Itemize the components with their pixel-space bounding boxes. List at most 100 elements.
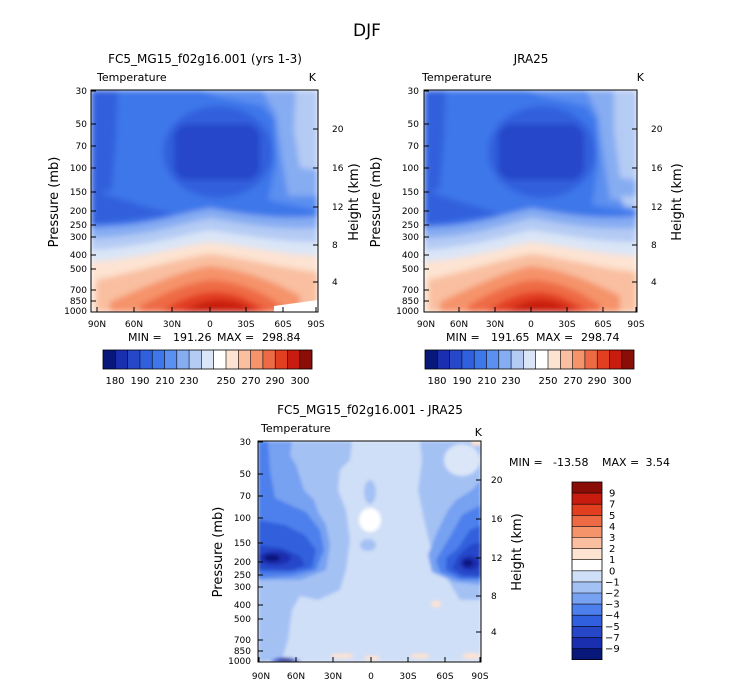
colorbar-swatch bbox=[572, 648, 602, 660]
max-label: MAX = bbox=[536, 331, 573, 344]
colorbar-label: 270 bbox=[241, 376, 260, 387]
colorbar-swatch bbox=[572, 604, 602, 616]
colorbar-swatch bbox=[262, 350, 276, 369]
y-axis-right: 20 16 12 8 4 Height (km) bbox=[632, 125, 685, 288]
height-tick-label: 12 bbox=[491, 554, 502, 564]
colorbar-swatch bbox=[548, 350, 561, 369]
y-tick-label: 100 bbox=[402, 164, 419, 174]
y-tick-label: 200 bbox=[402, 207, 419, 217]
colorbar-swatch bbox=[238, 350, 251, 369]
y-tick-label: 100 bbox=[234, 514, 251, 524]
max-value: 298.84 bbox=[262, 331, 301, 344]
colorbar-swatch bbox=[572, 637, 602, 649]
colorbar-label: 250 bbox=[216, 376, 235, 387]
x-tick-label: 30S bbox=[558, 320, 575, 330]
colorbar-swatch bbox=[535, 350, 548, 369]
colorbar-swatch bbox=[597, 350, 610, 369]
x-tick-label: 60N bbox=[287, 672, 305, 682]
colorbar-swatch bbox=[498, 350, 512, 369]
y-tick-label: 700 bbox=[70, 286, 87, 296]
height-tick-label: 16 bbox=[651, 164, 663, 174]
x-tick-label: 90S bbox=[471, 672, 488, 682]
x-axis: 90N 60N 30N 0 30S 60S 90S bbox=[88, 307, 325, 330]
colorbar: 180 190 210 230 250 270 290 300 bbox=[102, 349, 313, 387]
panel-title: JRA25 bbox=[513, 52, 549, 66]
y-tick-label: 70 bbox=[240, 492, 252, 502]
colorbar-swatch bbox=[461, 350, 475, 369]
colorbar-swatch bbox=[572, 559, 602, 571]
panel-reanalysis: JRA25 Temperature K bbox=[369, 52, 685, 387]
units-label: K bbox=[637, 71, 645, 84]
panel-title: FC5_MG15_f02g16.001 - JRA25 bbox=[277, 403, 463, 417]
y-tick-label: 400 bbox=[70, 251, 87, 261]
y-tick-label: 250 bbox=[402, 221, 419, 231]
colorbar-label: 180 bbox=[427, 376, 446, 387]
max-value: 3.54 bbox=[646, 456, 671, 469]
variable-label: Temperature bbox=[260, 422, 331, 435]
colorbar-swatch bbox=[103, 350, 116, 369]
units-label: K bbox=[309, 71, 317, 84]
colorbar-swatch bbox=[164, 350, 177, 369]
y-tick-label: 30 bbox=[408, 87, 420, 97]
min-label: MIN = bbox=[128, 331, 162, 344]
y-tick-label: 70 bbox=[76, 142, 88, 152]
colorbar-swatch bbox=[299, 350, 313, 369]
colorbar-swatch bbox=[201, 350, 214, 369]
colorbar-swatch bbox=[437, 350, 450, 369]
stats-line: MIN = 191.65 MAX = 298.74 bbox=[446, 331, 620, 344]
colorbar-label: −9 bbox=[605, 644, 620, 655]
colorbar-swatches bbox=[103, 350, 313, 369]
y-axis-title: Pressure (mb) bbox=[211, 507, 226, 598]
panel-difference: FC5_MG15_f02g16.001 - JRA25 Temperature … bbox=[211, 403, 670, 682]
colorbar-label: 290 bbox=[587, 376, 606, 387]
height-tick-label: 4 bbox=[651, 278, 657, 288]
y-tick-label: 30 bbox=[240, 438, 252, 448]
x-tick-label: 60N bbox=[450, 320, 468, 330]
colorbar-label: 210 bbox=[477, 376, 496, 387]
colorbar-label: −1 bbox=[605, 577, 620, 588]
y-axis-left: 30 50 70 100 150 200 250 300 400 500 700… bbox=[369, 87, 429, 317]
x-axis: 90N 60N 30N 0 30S 60S 90S bbox=[252, 657, 489, 682]
colorbar-label: −4 bbox=[605, 611, 620, 622]
colorbar-swatch bbox=[572, 581, 602, 593]
colorbar-swatch bbox=[572, 515, 602, 527]
y-tick-label: 400 bbox=[402, 251, 419, 261]
y-axis-right-title: Height (km) bbox=[670, 163, 685, 240]
height-tick-label: 8 bbox=[332, 241, 338, 251]
y-axis-right-title: Height (km) bbox=[510, 513, 525, 590]
colorbar-swatch bbox=[572, 350, 585, 369]
colorbar-swatch bbox=[176, 350, 190, 369]
page-title: DJF bbox=[353, 21, 381, 41]
min-label: MIN = bbox=[509, 456, 543, 469]
y-axis-right: 20 16 12 8 4 Height (km) bbox=[313, 125, 362, 288]
max-label: MAX = bbox=[602, 456, 639, 469]
colorbar-swatch bbox=[584, 350, 598, 369]
y-tick-label: 150 bbox=[234, 539, 251, 549]
colorbar-swatch bbox=[152, 350, 165, 369]
height-tick-label: 16 bbox=[332, 164, 344, 174]
colorbar-swatch bbox=[425, 350, 438, 369]
colorbar-swatch bbox=[560, 350, 573, 369]
y-tick-label: 850 bbox=[402, 297, 419, 307]
x-tick-label: 30S bbox=[399, 672, 416, 682]
colorbar-swatch bbox=[287, 350, 300, 369]
panel-title: FC5_MG15_f02g16.001 (yrs 1-3) bbox=[108, 52, 302, 66]
colorbar-label: 3 bbox=[609, 533, 615, 544]
y-tick-label: 500 bbox=[402, 265, 419, 275]
colorbar-swatches bbox=[572, 482, 602, 660]
colorbar-label: 290 bbox=[265, 376, 284, 387]
colorbar-label: −5 bbox=[605, 622, 620, 633]
height-tick-label: 20 bbox=[651, 125, 663, 135]
colorbar-swatch bbox=[572, 615, 602, 627]
colorbar-label: 4 bbox=[609, 522, 615, 533]
x-tick-label: 0 bbox=[207, 320, 213, 330]
y-tick-label: 400 bbox=[234, 601, 251, 611]
variable-label: Temperature bbox=[421, 71, 492, 84]
y-tick-label: 100 bbox=[70, 164, 87, 174]
y-tick-label: 200 bbox=[234, 558, 251, 568]
panel-model: FC5_MG15_f02g16.001 (yrs 1-3) Temperatur… bbox=[47, 52, 362, 387]
y-tick-label: 300 bbox=[70, 233, 87, 243]
colorbar-swatch bbox=[572, 482, 602, 494]
y-tick-label: 250 bbox=[70, 221, 87, 231]
y-tick-label: 70 bbox=[408, 142, 420, 152]
